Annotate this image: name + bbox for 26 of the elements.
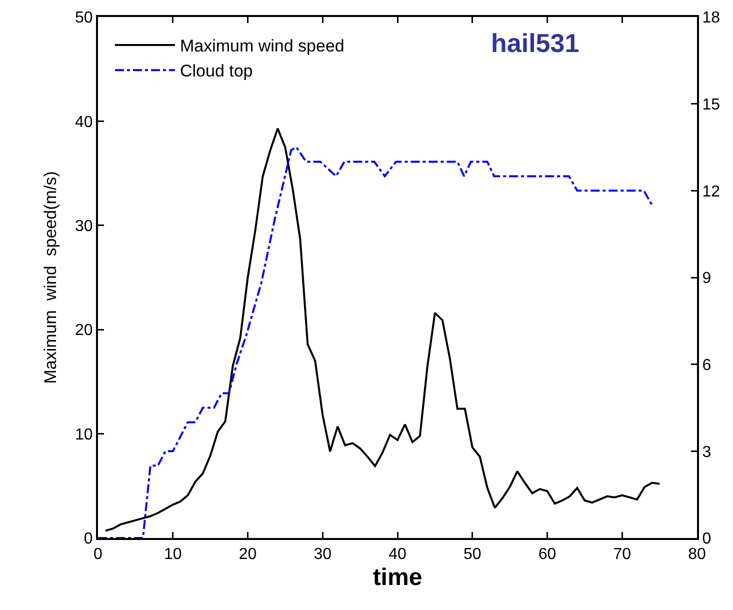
y2-tick-label: 9 — [702, 270, 712, 288]
x-tick-label: 80 — [688, 546, 706, 564]
y-axis-title: Maximum wind speed(m/s) — [41, 171, 60, 384]
y-tick-label: 0 — [84, 530, 93, 548]
x-tick-label: 40 — [388, 546, 406, 564]
legend-label: Cloud top — [180, 62, 253, 81]
y2-tick-label: 6 — [702, 356, 712, 374]
y2-tick-label: 0 — [702, 530, 712, 548]
x-axis-title: time — [372, 564, 422, 591]
y2-tick-label: 12 — [702, 183, 720, 200]
x-tick-label: 20 — [238, 546, 257, 564]
y-tick-label: 40 — [75, 114, 93, 131]
y2-tick-label: 3 — [702, 444, 712, 461]
y-tick-label: 10 — [75, 426, 93, 444]
y2-tick-label: 18 — [702, 10, 720, 27]
y2-tick-label: 15 — [702, 96, 720, 114]
annotation: hail531 — [491, 28, 580, 58]
legend-label: Maximum wind speed — [180, 36, 344, 56]
x-tick-label: 50 — [463, 546, 482, 564]
y-tick-label: 20 — [75, 322, 93, 340]
y-tick-label: 30 — [75, 218, 93, 235]
x-tick-label: 10 — [164, 546, 182, 564]
y-tick-label: 50 — [75, 10, 93, 27]
x-tick-label: 30 — [314, 546, 332, 564]
x-tick-label: 70 — [613, 546, 632, 564]
x-tick-label: 60 — [538, 546, 556, 564]
